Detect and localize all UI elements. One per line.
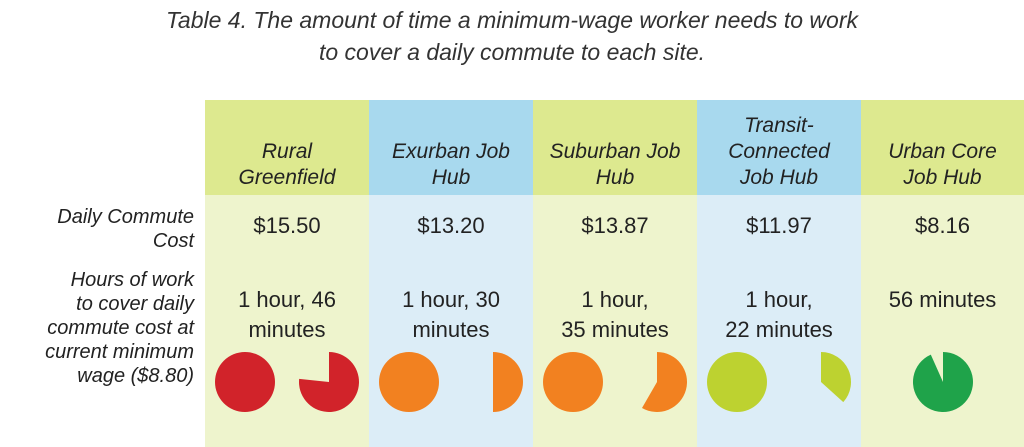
row-label-line: current minimum — [45, 341, 194, 363]
column-header: Exurban Job Hub — [369, 100, 533, 195]
partial-hour-sector — [821, 352, 851, 403]
hours-line: minutes — [412, 317, 490, 342]
column-transit-connected-job-hub: Transit- Connected Job Hub $11.97 1 hour… — [697, 100, 861, 447]
row-label-daily-commute-cost: Daily Commute Cost — [57, 205, 194, 253]
column-header: Urban Core Job Hub — [861, 100, 1024, 195]
hours-line: 1 hour, — [581, 287, 649, 312]
partial-hour-pie — [493, 352, 523, 412]
hours-of-work: 1 hour, 30 minutes — [369, 285, 533, 345]
full-hour-pie — [379, 352, 439, 412]
full-hour-pie — [543, 352, 603, 412]
column-body: $8.16 56 minutes — [861, 195, 1024, 447]
partial-hour-pie — [912, 352, 973, 412]
title-line-2: to cover a daily commute to each site. — [318, 39, 706, 65]
header-line: Exurban Job — [392, 140, 510, 163]
commute-table: Rural Greenfield $15.50 1 hour, 46 minut… — [205, 100, 1024, 447]
commute-cost: $15.50 — [253, 213, 321, 238]
column-body: $11.97 1 hour, 22 minutes — [697, 195, 861, 447]
hours-of-work: 56 minutes — [861, 285, 1024, 315]
header-line: Urban Core — [888, 140, 997, 163]
title-line-1: Table 4. The amount of time a minimum-wa… — [165, 7, 858, 33]
column-body: $13.20 1 hour, 30 minutes — [369, 195, 533, 447]
hours-line: 1 hour, — [745, 287, 813, 312]
row-label-line: commute cost at — [47, 317, 194, 339]
full-hour-pie — [707, 352, 767, 412]
column-urban-core-job-hub: Urban Core Job Hub $8.16 56 minutes — [861, 100, 1024, 447]
column-body: $15.50 1 hour, 46 minutes — [205, 195, 369, 447]
column-header: Rural Greenfield — [205, 100, 369, 195]
column-header: Transit- Connected Job Hub — [697, 100, 861, 195]
commute-cost: $8.16 — [914, 213, 971, 238]
commute-cost: $13.87 — [581, 213, 649, 238]
header-line: Hub — [595, 166, 635, 189]
hours-of-work: 1 hour, 35 minutes — [533, 285, 697, 345]
hour-pies — [205, 350, 369, 420]
header-line: Greenfield — [238, 166, 336, 189]
column-rural-greenfield: Rural Greenfield $15.50 1 hour, 46 minut… — [205, 100, 369, 447]
row-label-line: Cost — [152, 230, 194, 252]
hours-of-work: 1 hour, 22 minutes — [697, 285, 861, 345]
header-line: Transit- — [744, 114, 814, 137]
column-suburban-job-hub: Suburban Job Hub $13.87 1 hour, 35 minut… — [533, 100, 697, 447]
commute-cost: $11.97 — [746, 213, 812, 238]
row-label-line: Hours of work — [70, 269, 194, 291]
column-exurban-job-hub: Exurban Job Hub $13.20 1 hour, 30 minute… — [369, 100, 533, 447]
hours-line: 1 hour, 30 — [402, 287, 500, 312]
row-label-line: wage ($8.80) — [77, 365, 194, 387]
partial-hour-pie — [298, 352, 359, 412]
hours-line: 1 hour, 46 — [238, 287, 336, 312]
full-hour-pie — [215, 352, 275, 412]
full-hour-circle — [379, 352, 439, 412]
header-line: Hub — [431, 166, 471, 189]
partial-hour-sector — [493, 352, 523, 412]
row-label-line: Daily Commute — [57, 206, 194, 228]
hour-pies — [697, 350, 861, 420]
row-label-line: to cover daily — [76, 293, 194, 315]
hour-pies — [369, 350, 533, 420]
full-hour-circle — [543, 352, 603, 412]
header-line: Connected — [728, 140, 830, 163]
partial-hour-sector — [912, 352, 973, 412]
table-title: Table 4. The amount of time a minimum-wa… — [0, 4, 1024, 68]
column-body: $13.87 1 hour, 35 minutes — [533, 195, 697, 447]
hours-line: 35 minutes — [561, 317, 669, 342]
column-header: Suburban Job Hub — [533, 100, 697, 195]
hour-pies — [533, 350, 697, 420]
partial-hour-pie — [821, 352, 851, 403]
hours-line: 56 minutes — [888, 287, 997, 312]
header-line: Job Hub — [903, 166, 982, 189]
partial-hour-sector — [298, 352, 359, 412]
header-line: Rural — [261, 140, 313, 163]
header-line: Job Hub — [739, 166, 819, 189]
hour-pies — [861, 350, 1024, 420]
partial-hour-sector — [642, 352, 688, 412]
partial-hour-pie — [642, 352, 688, 412]
hours-line: minutes — [248, 317, 326, 342]
hours-line: 22 minutes — [725, 317, 833, 342]
commute-cost: $13.20 — [417, 213, 485, 238]
row-label-hours-of-work: Hours of work to cover daily commute cos… — [45, 268, 194, 388]
full-hour-circle — [215, 352, 275, 412]
hours-of-work: 1 hour, 46 minutes — [205, 285, 369, 345]
header-line: Suburban Job — [549, 140, 681, 163]
full-hour-circle — [707, 352, 767, 412]
